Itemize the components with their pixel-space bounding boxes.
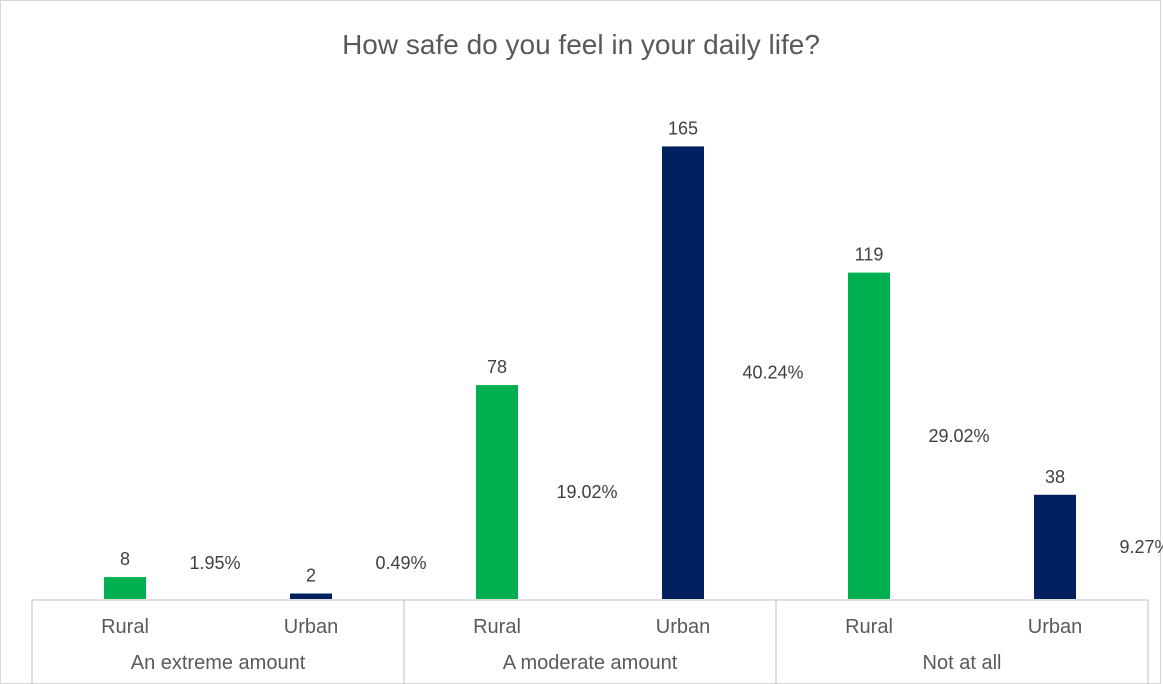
bar-value-label: 38 — [1045, 467, 1065, 487]
bar-percent-label: 40.24% — [742, 363, 803, 383]
category-label: Urban — [1028, 616, 1082, 638]
category-label: Rural — [845, 616, 893, 638]
bar-percent-label: 1.95% — [189, 553, 240, 573]
bar-percent-label: 29.02% — [928, 426, 989, 446]
bar-value-label: 2 — [306, 566, 316, 586]
data-labels: 8 1.95% 2 0.49% 78 19.02% 165 40.24% 119 29.02% 38… — [120, 118, 1163, 585]
chart-title: How safe do you feel in your daily life? — [342, 29, 820, 60]
bar-percent-label: 0.49% — [375, 553, 426, 573]
bar-value-label: 119 — [855, 245, 884, 265]
bar-urban — [1034, 494, 1076, 599]
bar-percent-label: 9.27% — [1119, 537, 1163, 557]
bars — [104, 146, 1076, 599]
bar-urban — [290, 593, 332, 599]
category-label: Urban — [656, 616, 710, 638]
group-label: A moderate amount — [503, 652, 678, 674]
group-label: An extreme amount — [131, 652, 306, 674]
category-label: Rural — [473, 616, 521, 638]
group-label: Not at all — [923, 652, 1002, 674]
bar-value-label: 8 — [120, 549, 130, 569]
category-label: Rural — [101, 616, 149, 638]
bar-value-label: 165 — [668, 118, 698, 138]
bar-urban — [662, 146, 704, 599]
category-axis: An extreme amount A moderate amount Not at… — [31, 599, 1149, 684]
bar-percent-label: 19.02% — [556, 482, 617, 502]
bar-value-label: 78 — [487, 357, 507, 377]
bar-rural — [104, 577, 146, 599]
bar-rural — [476, 385, 518, 599]
bar-rural — [848, 272, 890, 599]
category-label: Urban — [284, 616, 338, 638]
